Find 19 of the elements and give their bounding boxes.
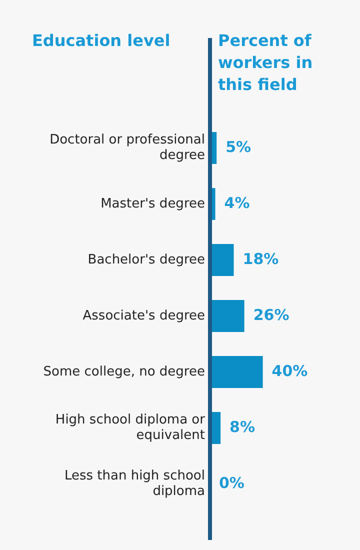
data-label: 5%	[226, 138, 252, 156]
bar	[210, 244, 234, 276]
y-tick-label: Associate's degree	[82, 308, 205, 324]
y-tick-label: Bachelor's degree	[88, 252, 205, 268]
data-label: 26%	[253, 306, 290, 324]
y-tick-label: High school diploma or equivalent	[55, 412, 206, 444]
data-label: 18%	[242, 250, 279, 268]
y-tick-label: Less than high school diploma	[64, 468, 205, 500]
y-tick-label: Master's degree	[100, 196, 205, 212]
bar	[210, 300, 244, 332]
data-label: 8%	[230, 418, 256, 436]
data-label: 0%	[219, 474, 244, 492]
data-label: 40%	[272, 362, 308, 380]
x-axis-title: Percent of workers in this field	[218, 30, 314, 96]
data-label: 4%	[224, 194, 250, 212]
y-axis-title: Education level	[32, 30, 170, 52]
y-tick-label: Some college, no degree	[43, 364, 205, 380]
bar	[210, 356, 263, 388]
y-tick-label: Doctoral or professional degree	[50, 132, 205, 164]
